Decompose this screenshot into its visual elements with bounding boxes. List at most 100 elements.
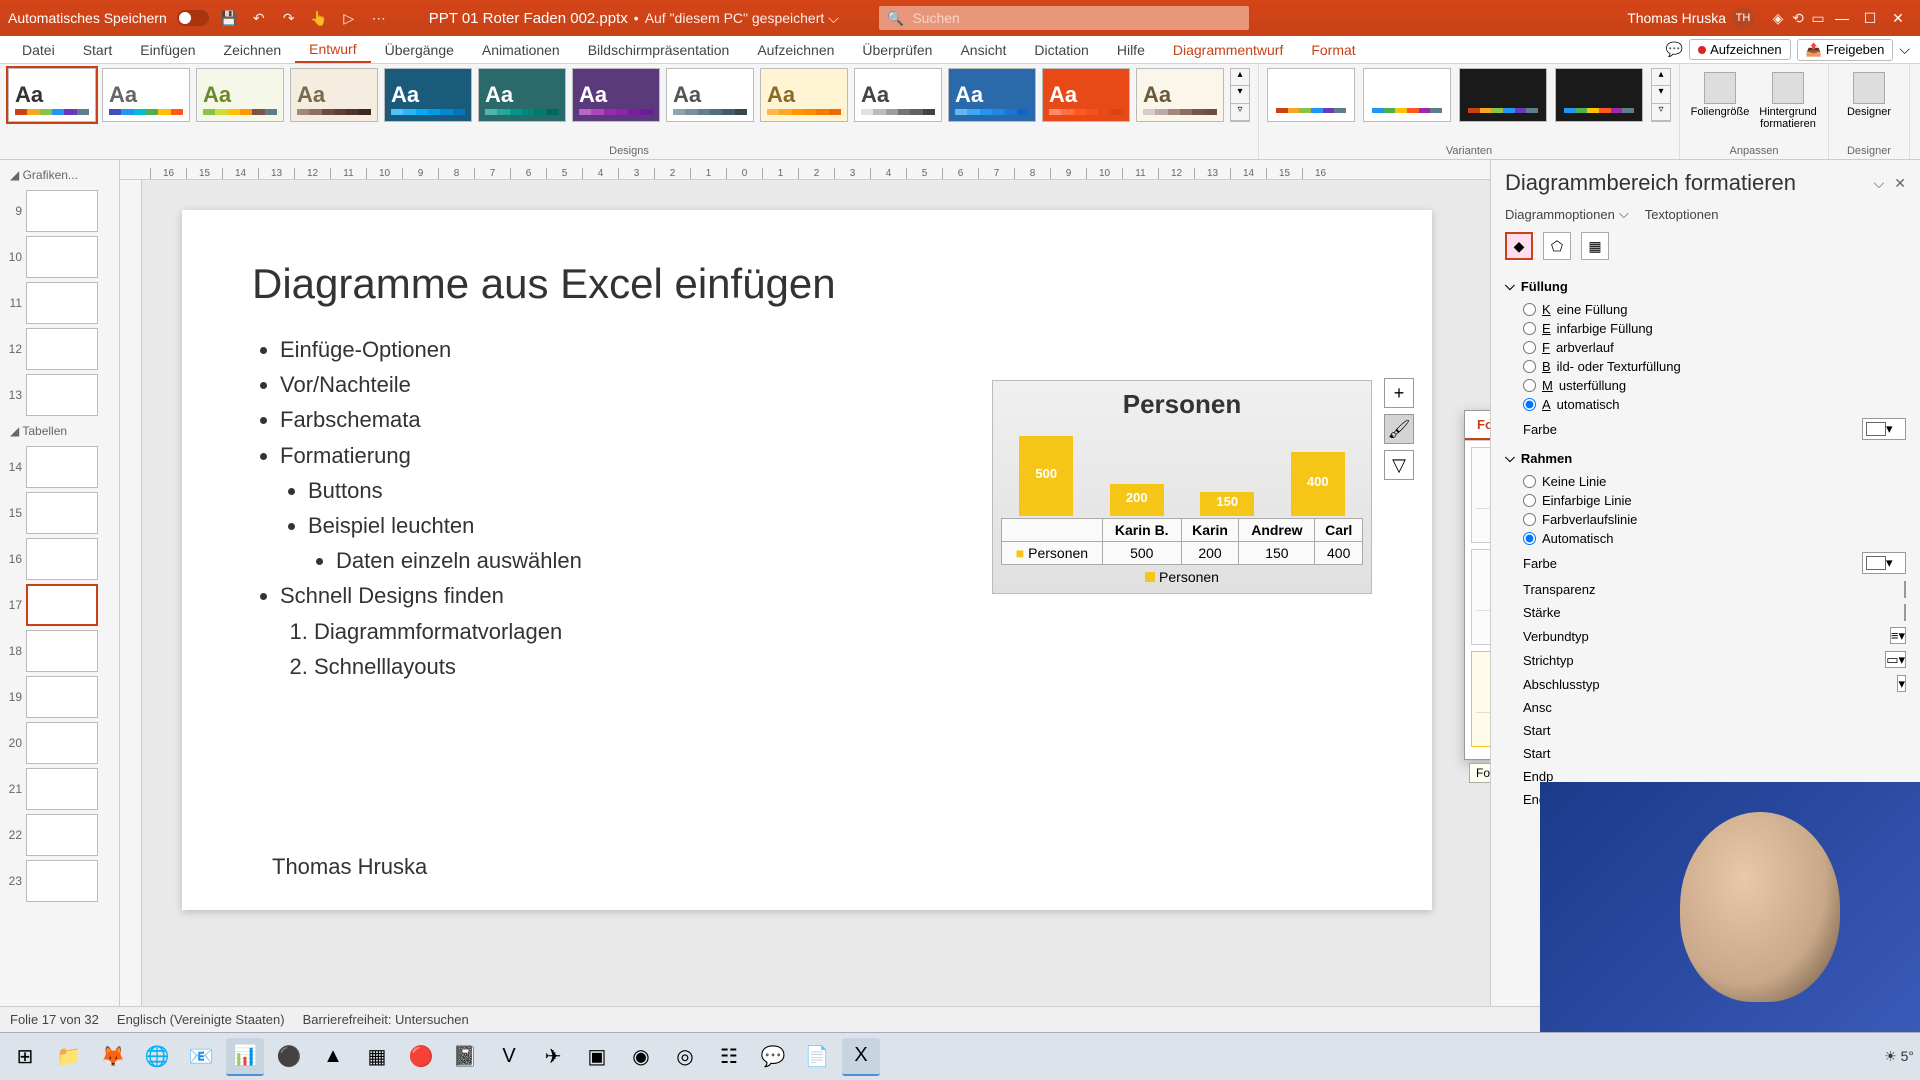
cap-combo[interactable]: ▾ [1897,675,1906,692]
tab-einfügen[interactable]: Einfügen [126,36,209,63]
slide-thumb[interactable]: 22 [4,814,115,856]
panel-close-icon[interactable]: ✕ [1894,175,1906,192]
tab-format[interactable]: Format [1297,36,1369,63]
designer-button[interactable]: Designer [1837,68,1901,118]
tab-start[interactable]: Start [69,36,127,63]
powerpoint-icon[interactable]: 📊 [226,1038,264,1076]
firefox-icon[interactable]: 🦊 [94,1038,132,1076]
chart-styles-button[interactable]: 🖌 [1384,414,1414,444]
vlc-icon[interactable]: ▲ [314,1038,352,1076]
language-status[interactable]: Englisch (Vereinigte Staaten) [117,1012,285,1027]
app-icon[interactable]: ☷ [710,1038,748,1076]
user-menu[interactable]: Thomas Hruska TH [1627,7,1754,29]
slide-thumb[interactable]: 10 [4,236,115,278]
slide-thumb[interactable]: 21 [4,768,115,810]
flyout-tab-style[interactable]: Formatvorlage [1465,411,1490,440]
save-icon[interactable]: 💾 [219,8,239,28]
chrome-icon[interactable]: 🌐 [138,1038,176,1076]
fill-option[interactable]: Einfarbige Füllung [1523,319,1906,338]
outlook-icon[interactable]: 📧 [182,1038,220,1076]
searchbox[interactable]: 🔍 [879,6,1249,30]
redo-icon[interactable]: ↷ [279,8,299,28]
weather-widget[interactable]: ☀ 5° [1884,1048,1914,1065]
chevron-down-icon[interactable]: ⌵ [1899,41,1910,58]
tab-übergänge[interactable]: Übergänge [371,36,468,63]
share-button[interactable]: 📤Freigeben [1797,39,1894,61]
fill-option[interactable]: Automatisch [1523,395,1906,414]
tab-zeichnen[interactable]: Zeichnen [210,36,296,63]
variant-thumb[interactable] [1363,68,1451,122]
section-border[interactable]: ⌵ Rahmen [1505,444,1906,472]
chart-style-option[interactable]: PERSONENKarin B.KarinAndrewCarl [1471,447,1490,543]
tab-datei[interactable]: Datei [8,36,69,63]
slide-thumb[interactable]: 12 [4,328,115,370]
close-button[interactable]: ✕ [1884,10,1912,27]
tab-animationen[interactable]: Animationen [468,36,574,63]
tab-dictation[interactable]: Dictation [1020,36,1102,63]
app-icon[interactable]: ▦ [358,1038,396,1076]
undo-icon[interactable]: ↶ [249,8,269,28]
themes-scroll[interactable]: ▴▾▿ [1230,68,1250,122]
minimize-button[interactable]: — [1828,10,1856,26]
excel-icon[interactable]: X [842,1038,880,1076]
tab-hilfe[interactable]: Hilfe [1103,36,1159,63]
theme-thumb[interactable]: Aa [1136,68,1224,122]
slide-thumb[interactable]: 11 [4,282,115,324]
background-format-button[interactable]: Hintergrund formatieren [1756,68,1820,130]
border-option[interactable]: Automatisch [1523,529,1906,548]
theme-thumb[interactable]: Aa [948,68,1036,122]
tab-ansicht[interactable]: Ansicht [946,36,1020,63]
record-button[interactable]: Aufzeichnen [1689,39,1791,60]
fill-option[interactable]: Musterfüllung [1523,376,1906,395]
fill-option[interactable]: Keine Füllung [1523,300,1906,319]
transparency-input[interactable] [1904,581,1906,598]
variants-scroll[interactable]: ▴▾▿ [1651,68,1671,122]
slide-thumb[interactable]: 17 [4,584,115,626]
slide-thumb[interactable]: 18 [4,630,115,672]
diamond-icon[interactable]: ◈ [1768,8,1788,28]
chart-filter-button[interactable]: ▽ [1384,450,1414,480]
border-option[interactable]: Einfarbige Linie [1523,491,1906,510]
border-option[interactable]: Keine Linie [1523,472,1906,491]
slide-thumb[interactable]: 15 [4,492,115,534]
explorer-icon[interactable]: 📁 [50,1038,88,1076]
slide-size-button[interactable]: Foliengröße [1688,68,1752,130]
fill-line-icon[interactable]: ◆ [1505,232,1533,260]
panel-dropdown-icon[interactable]: ⌵ [1874,175,1885,192]
fill-option[interactable]: Bild- oder Texturfüllung [1523,357,1906,376]
panel-subtab-chart[interactable]: Diagrammoptionen ⌵ [1505,206,1629,222]
app-icon[interactable]: ◉ [622,1038,660,1076]
section-fill[interactable]: ⌵ Füllung [1505,272,1906,300]
comments-icon[interactable]: 💬 [1666,41,1683,58]
touch-icon[interactable]: 👆 [309,8,329,28]
chart-elements-button[interactable]: + [1384,378,1414,408]
tab-bildschirmpräsentation[interactable]: Bildschirmpräsentation [574,36,744,63]
theme-thumb[interactable]: Aa [8,68,96,122]
tab-diagrammentwurf[interactable]: Diagrammentwurf [1159,36,1297,63]
theme-thumb[interactable]: Aa [1042,68,1130,122]
slide-thumb[interactable]: 16 [4,538,115,580]
maximize-button[interactable]: ☐ [1856,10,1884,27]
theme-thumb[interactable]: Aa [478,68,566,122]
tab-aufzeichnen[interactable]: Aufzeichnen [743,36,848,63]
visio-icon[interactable]: V [490,1038,528,1076]
thumbs-section[interactable]: ◢ Tabellen [4,420,115,442]
variant-thumb[interactable] [1267,68,1355,122]
chart-style-option[interactable]: PersonenKarin B.KarinAndrewCarl [1471,549,1490,645]
border-option[interactable]: Farbverlaufslinie [1523,510,1906,529]
theme-thumb[interactable]: Aa [290,68,378,122]
more-icon[interactable]: ⋯ [369,8,389,28]
app-icon[interactable]: 🔴 [402,1038,440,1076]
app-icon[interactable]: ▣ [578,1038,616,1076]
tab-überprüfen[interactable]: Überprüfen [848,36,946,63]
theme-thumb[interactable]: Aa [666,68,754,122]
app-icon[interactable]: 💬 [754,1038,792,1076]
effects-icon[interactable]: ⬠ [1543,232,1571,260]
compound-combo[interactable]: ≡▾ [1890,627,1906,644]
autosave-toggle[interactable] [177,10,209,26]
search-input[interactable] [912,10,1241,26]
slide-canvas[interactable]: Diagramme aus Excel einfügen Einfüge-Opt… [182,210,1432,910]
thumbs-section[interactable]: ◢ Grafiken... [4,164,115,186]
slide-thumb[interactable]: 19 [4,676,115,718]
theme-thumb[interactable]: Aa [760,68,848,122]
